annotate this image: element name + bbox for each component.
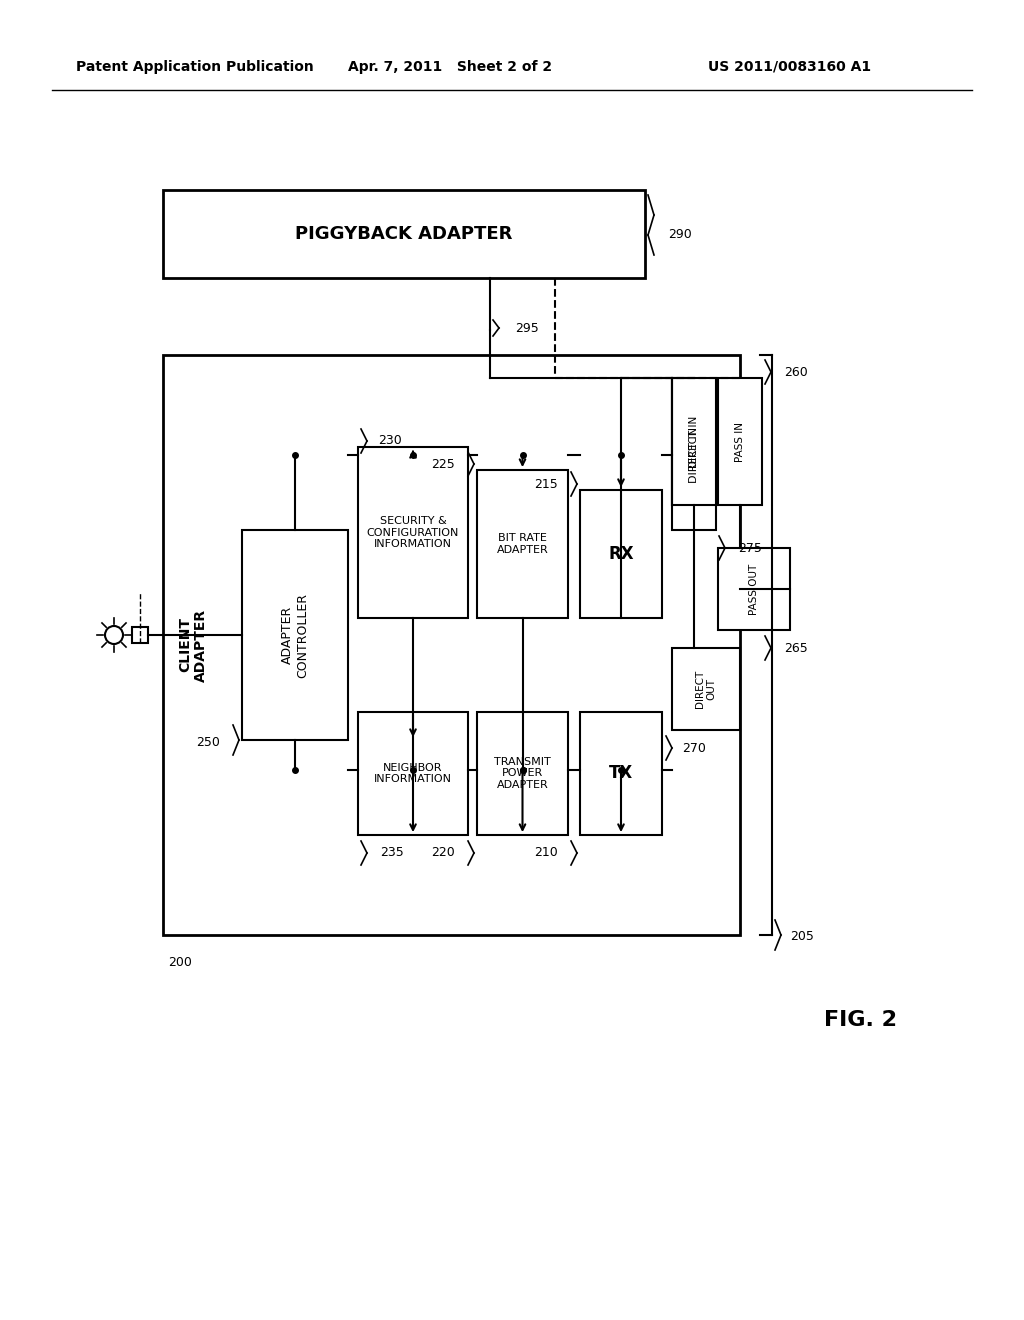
Text: PASS OUT: PASS OUT bbox=[749, 564, 759, 615]
Bar bbox=[477, 711, 568, 836]
Text: SECURITY &
CONFIGURATION
INFORMATION: SECURITY & CONFIGURATION INFORMATION bbox=[367, 516, 459, 549]
Text: PASS IN: PASS IN bbox=[735, 421, 745, 462]
Bar bbox=[580, 490, 662, 618]
Text: 290: 290 bbox=[668, 227, 692, 240]
Bar bbox=[672, 380, 716, 531]
Text: 250: 250 bbox=[197, 735, 220, 748]
Bar bbox=[163, 190, 645, 279]
Text: 295: 295 bbox=[515, 322, 539, 334]
Text: 200: 200 bbox=[168, 957, 191, 969]
Text: 235: 235 bbox=[380, 846, 403, 859]
Bar bbox=[672, 378, 716, 506]
Text: Patent Application Publication: Patent Application Publication bbox=[76, 59, 314, 74]
Text: RX: RX bbox=[608, 545, 634, 564]
Bar bbox=[358, 447, 468, 618]
Text: 260: 260 bbox=[784, 366, 808, 379]
Text: 215: 215 bbox=[535, 478, 558, 491]
Text: PIGGYBACK ADAPTER: PIGGYBACK ADAPTER bbox=[295, 224, 513, 243]
Text: CLIENT
ADAPTER: CLIENT ADAPTER bbox=[178, 609, 208, 681]
Text: FIG. 2: FIG. 2 bbox=[823, 1010, 896, 1030]
Bar bbox=[358, 711, 468, 836]
Bar bbox=[672, 648, 740, 730]
Text: Apr. 7, 2011   Sheet 2 of 2: Apr. 7, 2011 Sheet 2 of 2 bbox=[348, 59, 552, 74]
Bar bbox=[242, 531, 348, 741]
Bar bbox=[477, 470, 568, 618]
Text: 205: 205 bbox=[790, 931, 814, 944]
Text: DIRECT IN: DIRECT IN bbox=[689, 426, 699, 483]
Text: ADAPTER
CONTROLLER: ADAPTER CONTROLLER bbox=[281, 593, 309, 677]
Bar bbox=[580, 711, 662, 836]
Text: 270: 270 bbox=[682, 742, 706, 755]
Text: 225: 225 bbox=[431, 458, 455, 470]
Text: 265: 265 bbox=[784, 642, 808, 655]
Text: 230: 230 bbox=[378, 434, 401, 447]
Text: NEIGHBOR
INFORMATION: NEIGHBOR INFORMATION bbox=[374, 763, 452, 784]
Text: 220: 220 bbox=[431, 846, 455, 859]
Text: US 2011/0083160 A1: US 2011/0083160 A1 bbox=[709, 59, 871, 74]
Text: TRANSMIT
POWER
ADAPTER: TRANSMIT POWER ADAPTER bbox=[495, 756, 551, 791]
Bar bbox=[718, 378, 762, 506]
Text: DIRECT
OUT: DIRECT OUT bbox=[695, 669, 717, 708]
Bar bbox=[132, 627, 148, 643]
Text: 275: 275 bbox=[738, 541, 762, 554]
Text: TX: TX bbox=[609, 764, 633, 783]
Text: 210: 210 bbox=[535, 846, 558, 859]
Text: BIT RATE
ADAPTER: BIT RATE ADAPTER bbox=[497, 533, 549, 554]
Bar bbox=[718, 548, 790, 630]
Bar bbox=[163, 355, 740, 935]
Circle shape bbox=[105, 626, 123, 644]
Text: DIRECT IN: DIRECT IN bbox=[689, 416, 699, 467]
